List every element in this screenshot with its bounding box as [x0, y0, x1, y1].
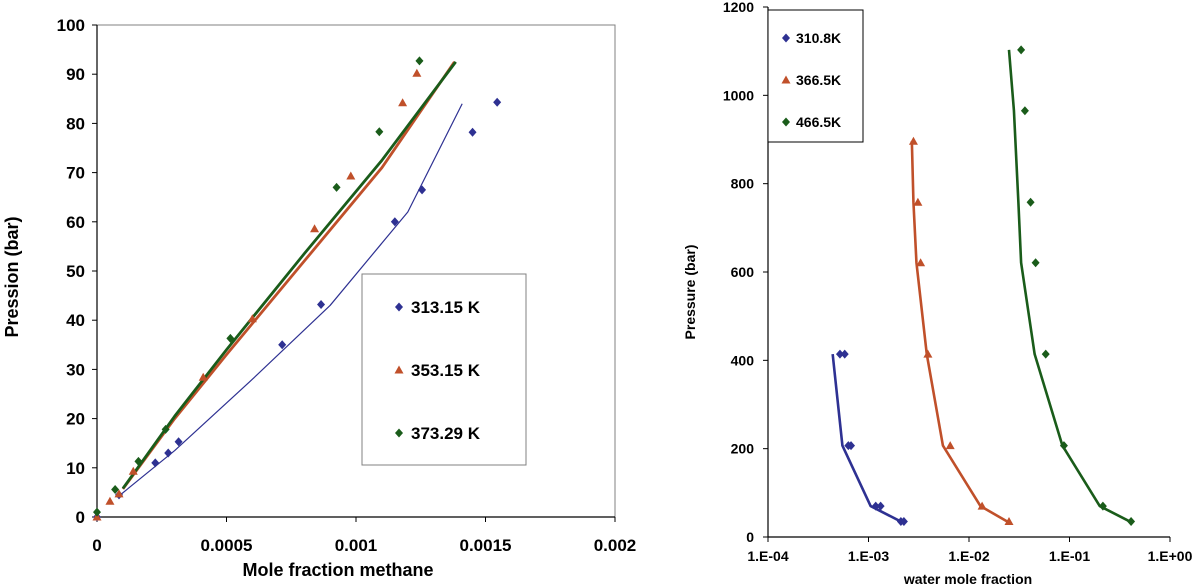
model-line: [119, 103, 463, 496]
x-tick-label-right: 1.E-03: [848, 548, 889, 564]
legend-label-right: 366.5K: [796, 72, 841, 88]
x-tick-label: 0: [92, 536, 101, 555]
data-point-right: [871, 501, 880, 511]
data-point: [93, 507, 101, 517]
data-point-right: [1004, 517, 1014, 526]
y-tick-label-right: 1200: [723, 0, 754, 15]
data-point: [415, 56, 424, 66]
y-tick-label: 50: [66, 262, 85, 281]
data-point: [493, 97, 502, 107]
data-point-right: [899, 517, 908, 527]
data-point: [398, 98, 408, 107]
data-point: [134, 456, 143, 466]
x-axis-title: Mole fraction methane: [242, 560, 433, 580]
data-point: [346, 171, 356, 180]
data-point: [105, 496, 115, 505]
data-point: [128, 466, 138, 475]
y-tick-label-right: 0: [746, 529, 754, 545]
data-point: [317, 299, 326, 309]
data-point: [412, 68, 422, 77]
plot-area-frame: [96, 24, 616, 518]
data-point-right: [977, 501, 987, 510]
data-point: [161, 424, 170, 434]
legend-marker: [395, 302, 403, 312]
data-point-right: [1127, 517, 1136, 527]
y-axis-title-right: Pressure (bar): [682, 245, 698, 340]
x-tick-label: 0.002: [594, 536, 637, 555]
y-tick-label: 100: [57, 16, 85, 35]
x-tick-label-right: 1.E+00: [1148, 548, 1193, 564]
data-point: [111, 484, 120, 494]
data-point-right: [1098, 501, 1107, 511]
data-point: [151, 458, 160, 468]
data-point: [247, 314, 257, 323]
y-axis-title: Pression (bar): [2, 216, 22, 337]
data-point: [418, 185, 427, 195]
x-tick-label: 0.0005: [201, 536, 253, 555]
y-tick-label: 90: [66, 65, 85, 84]
data-point-right: [913, 197, 923, 206]
data-point-right: [1031, 258, 1040, 268]
y-tick-label: 10: [66, 459, 85, 478]
model-line-right: [910, 141, 1008, 523]
data-point: [468, 127, 477, 137]
y-tick-label: 40: [66, 311, 85, 330]
data-point-right: [1017, 45, 1026, 55]
x-tick-label: 0.0015: [460, 536, 512, 555]
data-point: [164, 448, 173, 458]
data-point: [114, 489, 124, 498]
data-point-right: [1020, 106, 1029, 116]
x-tick-label-right: 1.E-01: [1049, 548, 1090, 564]
y-tick-label-right: 200: [731, 441, 755, 457]
data-point: [198, 372, 208, 381]
y-tick-label: 80: [66, 114, 85, 133]
y-tick-label-right: 800: [731, 176, 755, 192]
legend-marker-right: [781, 75, 791, 84]
y-tick-label: 0: [76, 508, 85, 527]
data-point-right: [1059, 441, 1068, 451]
legend-label: 313.15 K: [411, 298, 481, 317]
x-tick-label-right: 1.E-02: [948, 548, 989, 564]
legend-marker-right: [782, 117, 790, 127]
legend-box: [361, 273, 527, 466]
data-point-right: [923, 349, 933, 358]
y-tick-label: 60: [66, 213, 85, 232]
x-axis-title-right: water mole fraction: [903, 571, 1032, 587]
data-point-right: [916, 258, 926, 267]
data-point-right: [945, 441, 955, 450]
data-point-right: [876, 501, 885, 511]
data-point-right: [835, 349, 844, 359]
model-line-right: [1007, 49, 1131, 523]
data-point: [375, 127, 384, 137]
legend-label-right: 310.8K: [796, 30, 841, 46]
data-point: [174, 437, 183, 447]
data-point-right: [1026, 197, 1035, 207]
x-tick-label-right: 1.E-04: [747, 548, 788, 564]
data-point-right: [908, 136, 918, 145]
y-tick-label: 20: [66, 410, 85, 429]
data-point-right: [1041, 349, 1050, 359]
legend-marker: [395, 428, 403, 438]
legend-label-right: 466.5K: [796, 114, 841, 130]
legend-marker-right: [782, 33, 790, 43]
y-tick-label-right: 400: [731, 352, 755, 368]
data-point-right: [840, 349, 849, 359]
data-point: [332, 182, 341, 192]
model-line-right: [831, 354, 902, 523]
y-tick-label: 70: [66, 164, 85, 183]
legend-marker: [394, 365, 404, 374]
y-tick-label: 30: [66, 360, 85, 379]
data-point: [310, 224, 320, 233]
data-point-right: [847, 441, 856, 451]
x-tick-label: 0.001: [335, 536, 378, 555]
legend-label: 353.15 K: [411, 361, 481, 380]
y-tick-label-right: 1000: [723, 87, 754, 103]
data-point: [278, 340, 287, 350]
y-tick-label-right: 600: [731, 264, 755, 280]
data-point: [390, 217, 399, 227]
data-point: [226, 333, 235, 343]
legend-label: 373.29 K: [411, 424, 481, 443]
